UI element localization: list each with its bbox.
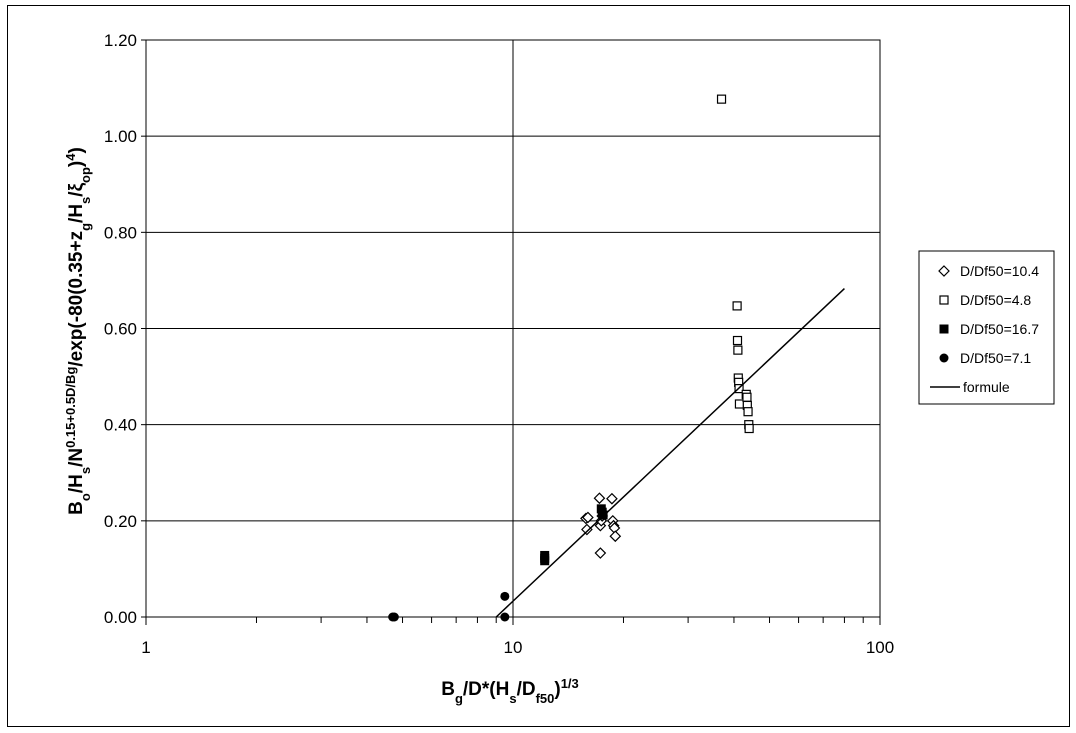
- data-series: [388, 94, 845, 622]
- legend-label: D/Df50=16.7: [960, 321, 1039, 337]
- legend-label: D/Df50=7.1: [960, 350, 1031, 366]
- legend-label: D/Df50=10.4: [960, 263, 1039, 279]
- x-axis-title: Bg/D*(Hs/Df50)1/3: [441, 676, 579, 706]
- data-point-square-filled: [598, 510, 608, 520]
- formula-line: [495, 288, 845, 618]
- x-tick-label: 10: [504, 638, 523, 657]
- data-point-circle: [500, 591, 510, 601]
- legend: D/Df50=10.4 D/Df50=4.8 D/Df50=16.7 D/Df50=7…: [918, 250, 1055, 405]
- data-point-diamond: [609, 530, 622, 543]
- data-point-diamond: [938, 265, 950, 277]
- y-tick-label: 0.20: [104, 512, 137, 531]
- data-point-square-open: [939, 295, 949, 305]
- data-point-square-open: [743, 407, 753, 417]
- x-tick-label: 100: [866, 638, 894, 657]
- data-point-square-open: [716, 94, 727, 104]
- y-tick-label: 0.00: [104, 608, 137, 627]
- data-point-square-open: [742, 392, 752, 402]
- x-tick-label: 1: [141, 638, 150, 657]
- y-tick-label: 0.60: [104, 320, 137, 339]
- data-point-circle: [389, 612, 399, 622]
- y-tick-label: 1.20: [104, 31, 137, 50]
- legend-label: D/Df50=4.8: [960, 292, 1031, 308]
- y-tick-label: 0.80: [104, 223, 137, 242]
- data-point-diamond: [594, 547, 607, 559]
- chart-frame: [7, 5, 1070, 727]
- data-point-square-open: [732, 301, 742, 311]
- data-point-square-open: [733, 345, 743, 355]
- data-point-square-open: [732, 335, 743, 346]
- data-point-diamond: [606, 492, 618, 505]
- data-point-diamond: [582, 511, 594, 524]
- y-tick-label: 0.40: [104, 416, 137, 435]
- data-point-circle: [500, 612, 510, 622]
- series-group: [495, 288, 845, 618]
- y-tick-label: 1.00: [104, 127, 137, 146]
- legend-label: formule: [963, 379, 1010, 395]
- data-point-square-open: [744, 423, 754, 434]
- y-axis-title: Bo/Hs/N0.15+0.5D/Bg/exp(-80(0.35+zg/Hs/ξ…: [63, 147, 93, 515]
- data-point-diamond: [593, 492, 606, 505]
- series-group: [388, 591, 510, 622]
- axis-ticks: 0.00 0.20 0.40 0.60 0.80 1.00 1.20 1 10 100: [104, 31, 894, 657]
- grid-lines: [145, 39, 881, 618]
- data-point-square-open: [734, 399, 745, 409]
- data-point-square-filled: [939, 324, 949, 334]
- series-group: [716, 94, 754, 434]
- series-group: [580, 492, 622, 559]
- series-group: [540, 504, 608, 566]
- data-point-square-filled: [540, 556, 550, 566]
- data-point-diamond: [581, 523, 593, 536]
- data-point-circle: [939, 353, 949, 363]
